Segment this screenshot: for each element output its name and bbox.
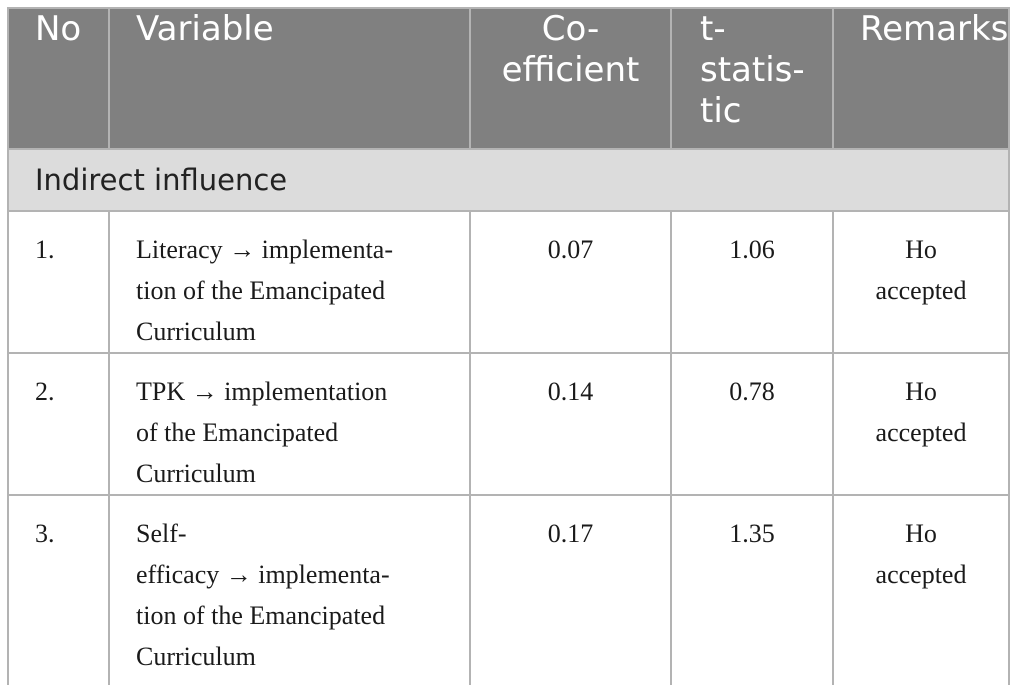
row-remarks: Ho accepted: [832, 210, 1010, 354]
remarks-line: Ho: [905, 519, 937, 548]
remarks-line: accepted: [875, 418, 967, 447]
row-tstat: 0.78: [670, 352, 834, 496]
row-no: 2.: [7, 352, 110, 496]
header-remarks: Remarks: [832, 7, 1010, 150]
row-remarks: Ho accepted: [832, 494, 1010, 685]
table-row: 1. Literacy → implementa- tion of the Em…: [7, 210, 1010, 354]
table-header: No Variable Co- efficient t- statis- tic…: [7, 7, 1010, 150]
variable-line: Self-: [136, 519, 187, 548]
variable-line: Literacy → implementa-: [136, 235, 394, 264]
table-body: Indirect influence 1. Literacy → impleme…: [7, 148, 1010, 685]
variable-line: efficacy → implementa-: [136, 560, 390, 589]
header-coefficient: Co- efficient: [469, 7, 672, 150]
header-tstat-line: statis-: [700, 50, 805, 90]
header-tstat-line: t-: [700, 9, 726, 49]
header-coefficient-line: efficient: [501, 50, 640, 90]
remarks-line: accepted: [875, 560, 967, 589]
row-variable: TPK → implementation of the Emancipated …: [108, 352, 471, 496]
row-coefficient: 0.17: [469, 494, 672, 685]
section-row: Indirect influence: [7, 148, 1010, 212]
section-title: Indirect influence: [7, 148, 1010, 212]
table-row: 2. TPK → implementation of the Emancipat…: [7, 352, 1010, 496]
variable-line: Curriculum: [136, 317, 256, 346]
results-table: No Variable Co- efficient t- statis- tic…: [7, 7, 1010, 685]
header-no: No: [7, 7, 110, 150]
remarks-line: Ho: [905, 235, 937, 264]
table-row: 3. Self- efficacy → implementa- tion of …: [7, 494, 1010, 685]
row-no: 3.: [7, 494, 110, 685]
remarks-line: Ho: [905, 377, 937, 406]
variable-line: Curriculum: [136, 459, 256, 488]
variable-line: tion of the Emancipated: [136, 601, 386, 630]
row-variable: Self- efficacy → implementa- tion of the…: [108, 494, 471, 685]
row-no: 1.: [7, 210, 110, 354]
header-row: No Variable Co- efficient t- statis- tic…: [7, 7, 1010, 150]
row-coefficient: 0.07: [469, 210, 672, 354]
row-remarks: Ho accepted: [832, 352, 1010, 496]
header-t-statistic: t- statis- tic: [670, 7, 834, 150]
row-variable: Literacy → implementa- tion of the Emanc…: [108, 210, 471, 354]
variable-line: tion of the Emancipated: [136, 276, 386, 305]
row-tstat: 1.06: [670, 210, 834, 354]
remarks-line: accepted: [875, 276, 967, 305]
variable-line: TPK → implementation: [136, 377, 388, 406]
header-coefficient-line: Co-: [541, 9, 600, 49]
row-coefficient: 0.14: [469, 352, 672, 496]
variable-line: of the Emancipated: [136, 418, 339, 447]
variable-line: Curriculum: [136, 642, 256, 671]
header-variable: Variable: [108, 7, 471, 150]
row-tstat: 1.35: [670, 494, 834, 685]
header-tstat-line: tic: [700, 91, 742, 131]
